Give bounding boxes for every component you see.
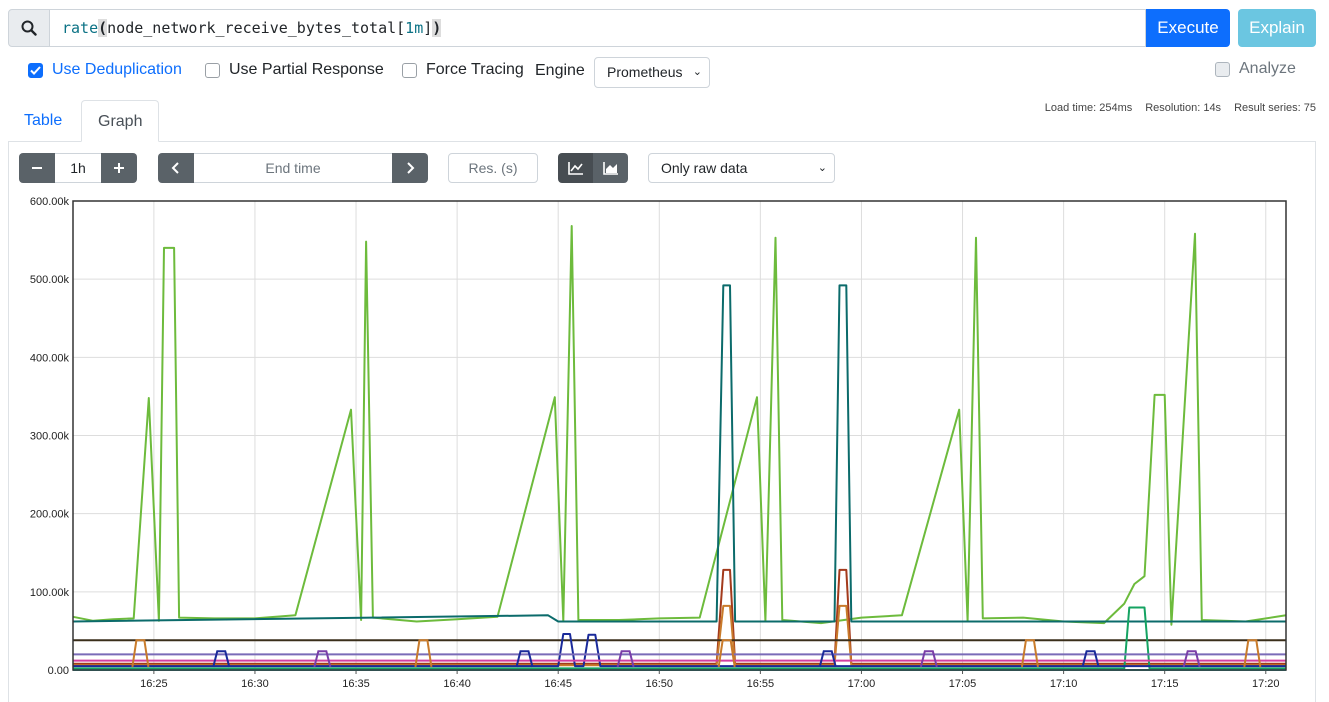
chevron-left-icon xyxy=(171,162,179,174)
x-tick-label: 17:15 xyxy=(1151,678,1179,690)
x-tick-label: 17:00 xyxy=(848,678,876,690)
end-time-input[interactable]: End time xyxy=(194,153,392,183)
resolution: Resolution: 14s xyxy=(1145,102,1222,114)
range-control: 1h xyxy=(19,153,137,183)
series-spike xyxy=(1182,650,1201,668)
unstacked-button[interactable] xyxy=(558,153,593,183)
series-line xyxy=(72,225,1287,626)
series-spike xyxy=(616,650,635,668)
resolution-input[interactable]: Res. (s) xyxy=(448,153,538,183)
series-spike xyxy=(131,639,150,668)
series-line xyxy=(73,606,1286,670)
stacked-button[interactable] xyxy=(593,153,628,183)
x-tick-label: 16:35 xyxy=(342,678,370,690)
query-stats: Load time: 254ms Resolution: 14s Result … xyxy=(1045,102,1316,114)
analyze-option[interactable]: Analyze xyxy=(1215,60,1296,78)
expr-range: 1m xyxy=(405,19,424,37)
search-icon xyxy=(8,9,50,47)
series-line xyxy=(72,284,1286,623)
query-row: rate(node_network_receive_bytes_total[1m… xyxy=(8,9,1316,47)
decrease-range-button[interactable] xyxy=(19,153,55,183)
load-time: Load time: 254ms xyxy=(1044,102,1133,114)
y-tick-label: 100.00k xyxy=(30,587,70,599)
series-spike xyxy=(515,650,534,668)
series-line xyxy=(73,568,1286,665)
plot-border xyxy=(72,200,1287,671)
x-tick-label: 16:25 xyxy=(140,678,168,690)
series-spike xyxy=(919,650,938,668)
expr-metric: node_network_receive_bytes_total[ xyxy=(107,19,406,37)
expr-bracket-close: ] xyxy=(423,19,433,37)
raw-data-select-value: Only raw data xyxy=(661,160,748,176)
dedup-checkbox[interactable] xyxy=(28,62,43,78)
series-spike xyxy=(717,639,736,668)
plus-icon xyxy=(114,163,124,173)
engine-select[interactable]: Prometheus ⌄ xyxy=(594,57,710,88)
check-icon xyxy=(30,65,41,75)
x-tick-label: 16:30 xyxy=(241,678,269,690)
expr-paren-open: ( xyxy=(98,19,108,37)
y-tick-label: 500.00k xyxy=(30,274,70,286)
next-time-button[interactable] xyxy=(392,153,428,183)
series-spike xyxy=(1081,650,1100,668)
execute-button[interactable]: Execute xyxy=(1146,9,1230,47)
chevron-right-icon xyxy=(407,162,415,174)
x-tick-label: 17:05 xyxy=(949,678,977,690)
chart-mode-toggle xyxy=(558,153,628,183)
expr-function: rate xyxy=(62,19,99,37)
explain-button[interactable]: Explain xyxy=(1238,9,1316,47)
partial-response-label: Use Partial Response xyxy=(229,61,384,78)
x-tick-label: 16:55 xyxy=(747,678,775,690)
analyze-checkbox[interactable] xyxy=(1215,61,1230,77)
end-time-control: End time xyxy=(158,153,428,183)
series-line xyxy=(73,633,1286,668)
graph-chart[interactable]: 0.00 100.00k 200.00k 300.00k 400.00k 500.00k 6… xyxy=(0,190,1329,702)
x-tick-label: 16:50 xyxy=(646,678,674,690)
series-spike xyxy=(313,650,332,668)
force-tracing-option[interactable]: Force Tracing xyxy=(402,61,524,79)
partial-response-option[interactable]: Use Partial Response xyxy=(205,61,384,79)
range-input[interactable]: 1h xyxy=(55,153,101,183)
analyze-label: Analyze xyxy=(1239,60,1296,77)
tab-table[interactable]: Table xyxy=(24,112,63,129)
y-tick-label: 300.00k xyxy=(30,431,70,443)
dedup-option[interactable]: Use Deduplication xyxy=(28,61,182,79)
increase-range-button[interactable] xyxy=(101,153,137,183)
chevron-down-icon: ⌄ xyxy=(817,162,827,174)
raw-data-select[interactable]: Only raw data ⌄ xyxy=(648,153,835,183)
series-spike xyxy=(212,650,231,668)
graph-panel xyxy=(8,141,1316,702)
x-tick-label: 16:45 xyxy=(544,678,572,690)
x-tick-label: 17:10 xyxy=(1050,678,1078,690)
chevron-down-icon: ⌄ xyxy=(692,66,702,78)
dedup-label: Use Deduplication xyxy=(52,61,182,78)
y-tick-label: 600.00k xyxy=(30,196,70,208)
tab-graph[interactable]: Graph xyxy=(81,100,160,142)
expr-paren-close: ) xyxy=(432,19,442,37)
engine-select-value: Prometheus xyxy=(607,64,683,80)
force-tracing-checkbox[interactable] xyxy=(402,62,417,78)
engine-label: Engine xyxy=(535,62,585,79)
expression-input[interactable]: rate(node_network_receive_bytes_total[1m… xyxy=(50,9,1146,47)
y-tick-label: 0.00 xyxy=(48,665,69,677)
result-series: Result series: 75 xyxy=(1234,102,1316,114)
series-spike xyxy=(1020,639,1039,668)
partial-response-checkbox[interactable] xyxy=(205,62,220,78)
force-tracing-label: Force Tracing xyxy=(426,61,524,78)
y-tick-label: 200.00k xyxy=(30,509,70,521)
series-spike xyxy=(1243,639,1262,668)
area-chart-icon xyxy=(602,162,618,175)
x-tick-label: 17:20 xyxy=(1252,678,1280,690)
series-spike xyxy=(818,650,837,668)
series-spike xyxy=(414,639,433,668)
prev-time-button[interactable] xyxy=(158,153,194,183)
y-tick-label: 400.00k xyxy=(30,352,70,364)
minus-icon xyxy=(32,167,42,169)
line-chart-icon xyxy=(567,162,583,175)
x-tick-label: 16:40 xyxy=(443,678,471,690)
